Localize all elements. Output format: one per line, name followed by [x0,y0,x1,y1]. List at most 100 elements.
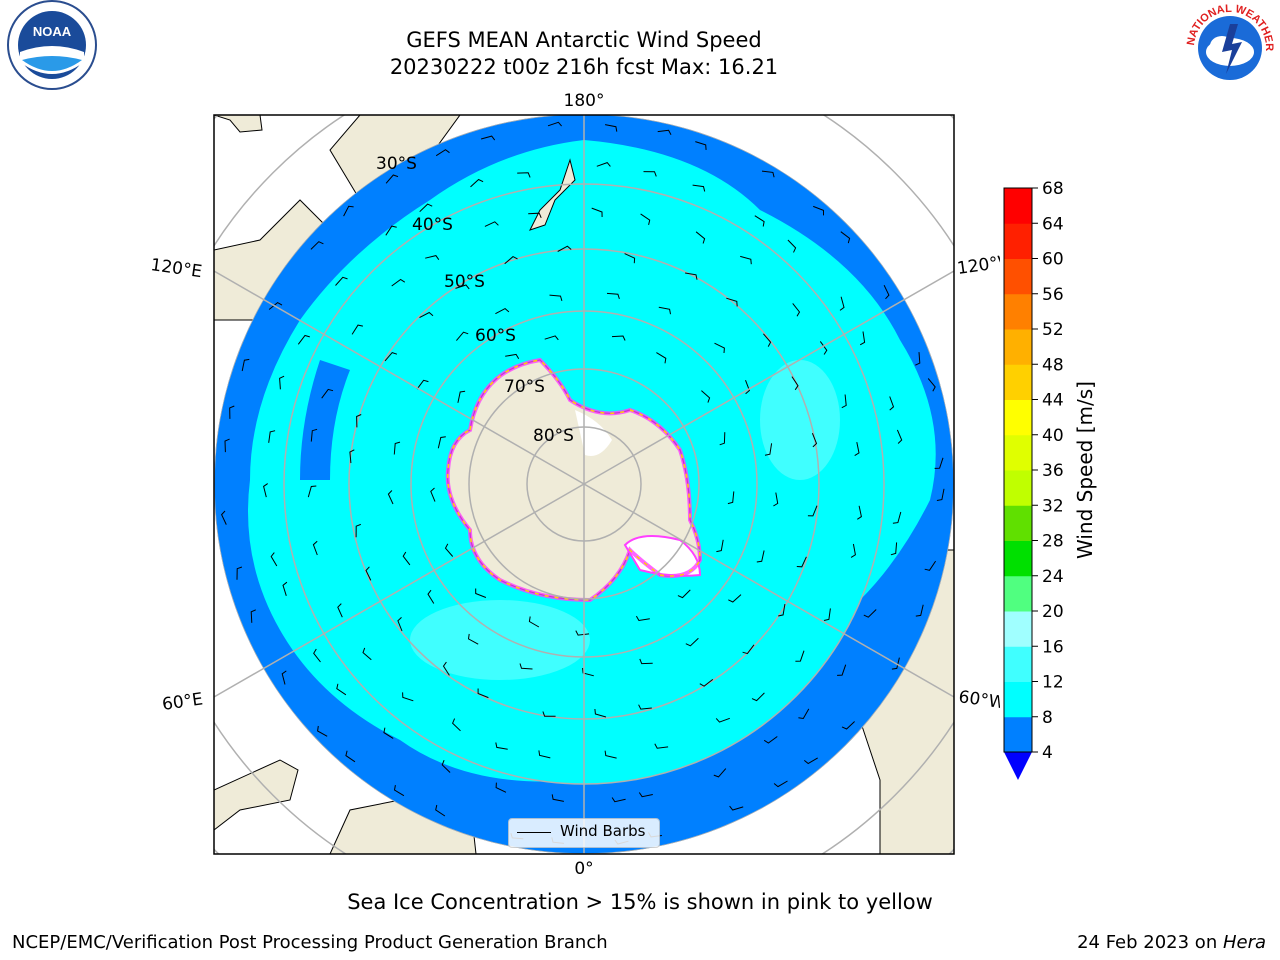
wind-barb [727,491,735,505]
wind-barb [936,488,945,501]
wind-barb [236,566,243,580]
colorbar-bin [1004,646,1032,682]
wind-barb [837,664,847,676]
wind-barb [924,560,937,571]
wind-barb [742,644,755,655]
colorbar-outline [1003,187,1033,753]
colorbar-tick-label: 24 [1042,567,1064,587]
wind-barb [221,510,227,525]
wind-barb [638,792,653,798]
wind-barb [402,551,411,566]
wind-barb [528,212,542,218]
wind-barb [889,396,895,411]
wind-barb [427,589,435,604]
sea-ice-edge-yellow [446,359,701,601]
label-50s: 50°S [444,272,485,292]
land-top-left [214,115,263,133]
colorbar-bin [1004,681,1032,718]
colorbar-bin [1004,611,1032,647]
noaa-logo: NOAA [7,0,97,90]
colorbar-tick-label: 40 [1042,426,1064,446]
label-60s: 60°S [475,326,516,346]
label-0: 0° [574,859,593,879]
wind-barb [452,718,461,732]
wind-barb [656,352,667,364]
colorbar-bin [1004,540,1032,577]
colorbar-tick-label: 12 [1042,673,1064,693]
wind-barb [915,604,924,617]
wind-barb [575,630,590,636]
wind-barb [624,253,636,264]
label-40s: 40°S [412,215,453,235]
wind-barb [467,633,479,645]
wind-barb [391,278,406,287]
wind-barb [896,429,903,444]
wind-barb [658,306,671,315]
wind-barb [640,213,651,226]
wind-barb [854,442,860,457]
colorbar-bin [1004,470,1032,506]
wind-barb [582,667,594,677]
colorbar-bin [1004,293,1032,330]
wind-barb [811,433,818,448]
wind-barb [416,379,429,390]
wind-barb [475,588,487,598]
wind-barb [307,485,317,498]
wind-barb [643,171,657,177]
wind-barb [792,303,801,317]
colorbar-bin [1004,258,1032,295]
ocean-high-patch-2 [760,360,840,480]
colorbar-tick-label: 68 [1042,180,1064,199]
colorbar-tick-label: 32 [1042,496,1064,516]
wind-barb [528,616,540,628]
wind-barb [336,683,347,696]
wind-barb [542,711,556,717]
wind-barb [281,670,287,685]
colorbar-tick-label: 8 [1042,708,1053,728]
wind-barb [419,311,434,319]
wind-barb [754,215,765,227]
wind-barb [397,617,403,632]
footer-credit: NCEP/EMC/Verification Post Processing Pr… [12,932,608,953]
colorbar-bin [1004,716,1032,753]
wind-barb [393,441,401,455]
wind-barb [435,804,446,817]
wind-barb [726,297,738,307]
nws-logo: NATIONAL WEATHER SERVICE [1180,0,1276,94]
wind-barb [695,231,706,244]
wind-barbs [221,121,945,845]
wind-barb [841,394,847,409]
wind-barb [517,172,531,178]
wind-barb [740,255,752,265]
footer-machine: Hera [1222,932,1266,953]
wind-barb [457,390,466,403]
wind-barb [604,750,617,759]
wind-barb [268,301,283,310]
svg-text:NOAA: NOAA [33,24,72,39]
label-80s: 80°S [533,426,574,446]
wind-barb [596,162,611,167]
colorbar-bin [1004,223,1032,259]
wind-barb [685,272,698,280]
wind-barb [807,505,818,517]
wind-barb [310,428,318,442]
wind-barb [695,141,707,150]
footer-date-text: 24 Feb 2023 on [1077,932,1223,953]
wind-barb [934,457,944,469]
wind-barb [351,324,363,335]
wind-barb [455,284,470,290]
wind-barb [551,794,564,802]
colorbar-label: Wind Speed [m/s] [1073,381,1097,559]
wind-barb [444,543,454,557]
wind-barb [456,331,469,341]
colorbar-tick-label: 52 [1042,320,1064,340]
label-180: 180° [564,91,605,111]
wind-barb [795,650,805,662]
wind-barb [713,768,727,778]
colorbar-bin [1004,329,1032,365]
wind-barb [714,342,725,354]
wind-barb [470,178,484,188]
wind-barb [692,184,706,192]
colorbar-tick-label: 36 [1042,461,1064,481]
